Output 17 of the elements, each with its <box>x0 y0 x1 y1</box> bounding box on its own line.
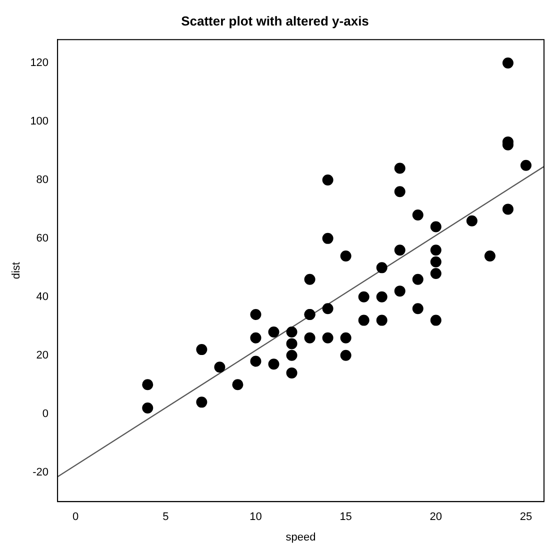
x-tick-label: 5 <box>162 511 169 524</box>
y-tick-label: 20 <box>36 349 49 362</box>
y-tick-label: -20 <box>32 466 49 478</box>
x-tick-label: 0 <box>72 511 79 524</box>
y-tick-label: 80 <box>36 174 49 186</box>
y-tick-label: 40 <box>36 290 49 303</box>
x-axis-title: speed <box>286 531 316 544</box>
x-tick-label: 25 <box>520 511 532 524</box>
x-tick-label: 10 <box>250 511 262 524</box>
chart-title: Scatter plot with altered y-axis <box>181 13 369 28</box>
x-tick-label: 20 <box>430 511 442 524</box>
x-tick-label: 15 <box>340 511 352 524</box>
y-tick-label: 100 <box>30 116 49 128</box>
y-axis-title: dist <box>10 262 23 280</box>
y-tick-label: 120 <box>30 57 49 70</box>
y-tick-label: 60 <box>36 232 49 244</box>
y-tick-label: 0 <box>42 408 49 420</box>
